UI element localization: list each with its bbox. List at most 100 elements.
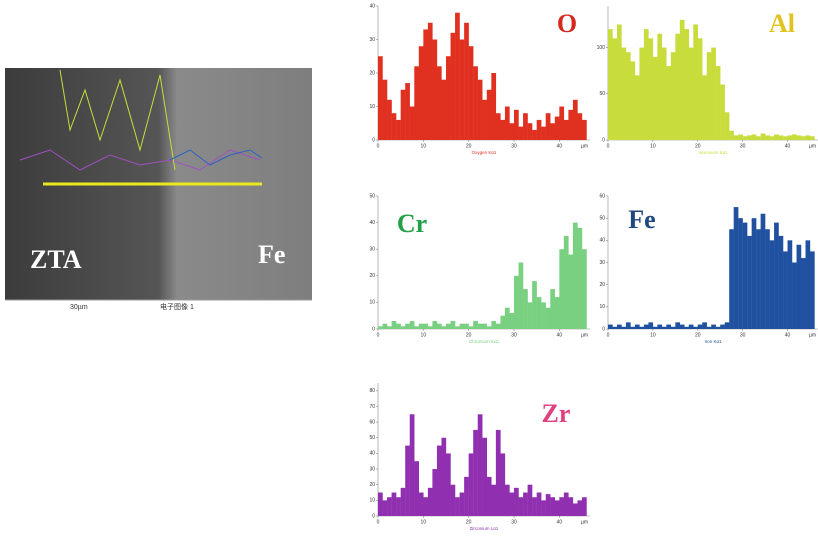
x-tick-label: 20 (466, 519, 472, 525)
bar (756, 229, 761, 329)
bar (643, 324, 649, 329)
bar (612, 38, 618, 140)
bar (765, 229, 770, 329)
bar (518, 262, 524, 329)
bar (751, 218, 757, 329)
y-tick-label: 40 (369, 220, 375, 226)
bar (652, 326, 658, 329)
bar (697, 38, 703, 140)
y-tick-label: 20 (369, 273, 375, 279)
bar (616, 24, 622, 141)
bar (733, 135, 739, 140)
bar (711, 324, 716, 329)
x-tick-label: 40 (785, 143, 791, 149)
bar (639, 326, 645, 329)
y-tick-label: 20 (369, 482, 375, 488)
bar (495, 113, 501, 140)
bar (541, 302, 546, 329)
bar (514, 275, 519, 329)
y-tick-label: 30 (369, 247, 375, 253)
bar (446, 323, 451, 329)
bar (625, 322, 631, 329)
bar (715, 326, 721, 329)
bar (805, 240, 811, 329)
bar (400, 487, 406, 516)
bar (621, 47, 627, 140)
y-tick-label: 50 (369, 193, 375, 199)
scan-trace (59, 69, 176, 171)
y-tick-label: 10 (369, 300, 375, 306)
bar (670, 52, 676, 141)
bar (792, 134, 797, 140)
bar (391, 321, 397, 329)
bar (541, 126, 546, 140)
bar (702, 75, 707, 140)
bar (760, 133, 766, 140)
x-tick-label: 0 (607, 143, 610, 149)
y-tick-label: 30 (599, 260, 605, 266)
bar (805, 135, 811, 140)
bar (554, 297, 560, 329)
bar (464, 323, 469, 329)
bar (427, 487, 433, 516)
bar (418, 492, 424, 516)
bar (568, 109, 574, 140)
bar (527, 302, 533, 329)
bar (724, 322, 730, 329)
bar (514, 109, 519, 140)
bar (747, 135, 752, 140)
scale-bar-label: 30µm (70, 304, 88, 311)
bar (787, 135, 793, 140)
bar (747, 235, 752, 329)
bar (396, 497, 401, 516)
bar (684, 29, 689, 141)
bar (563, 235, 569, 329)
y-tick-label: 100 (597, 45, 606, 51)
bar (378, 492, 383, 516)
y-tick-label: 10 (599, 304, 605, 310)
bar (661, 47, 667, 140)
x-tick-label: 10 (650, 143, 656, 149)
bar (473, 321, 478, 329)
bar (477, 323, 483, 329)
bar (418, 46, 424, 141)
bar (608, 324, 613, 329)
y-tick-label: 60 (599, 193, 605, 199)
bar (715, 66, 721, 140)
bar (670, 326, 676, 329)
bar (500, 453, 506, 516)
x-tick-label: 40 (557, 519, 563, 525)
bar (523, 289, 528, 329)
bar (801, 136, 806, 140)
bar (527, 123, 533, 140)
bar (729, 130, 734, 140)
bar (509, 123, 515, 140)
bar (702, 322, 707, 329)
bar (621, 326, 627, 329)
x-unit: µm (581, 143, 588, 149)
bar (532, 497, 537, 516)
x-tick-label: 10 (650, 332, 656, 338)
x-tick-label: 0 (377, 332, 380, 338)
bar (504, 106, 510, 140)
bar (400, 89, 406, 140)
bar (436, 66, 442, 140)
bar (720, 324, 725, 329)
bar (577, 500, 583, 516)
x-tick-label: 20 (695, 143, 701, 149)
bar (441, 79, 447, 140)
bar (423, 323, 429, 329)
bar (679, 19, 685, 140)
bar (482, 437, 487, 516)
bar (738, 218, 743, 329)
bar (509, 492, 515, 516)
bar (774, 134, 779, 140)
bar (468, 46, 474, 141)
bar (450, 32, 456, 140)
bar (441, 326, 447, 329)
bar (387, 99, 392, 140)
x-tick-label: 20 (695, 332, 701, 338)
bar (724, 112, 730, 140)
bar (742, 222, 748, 329)
